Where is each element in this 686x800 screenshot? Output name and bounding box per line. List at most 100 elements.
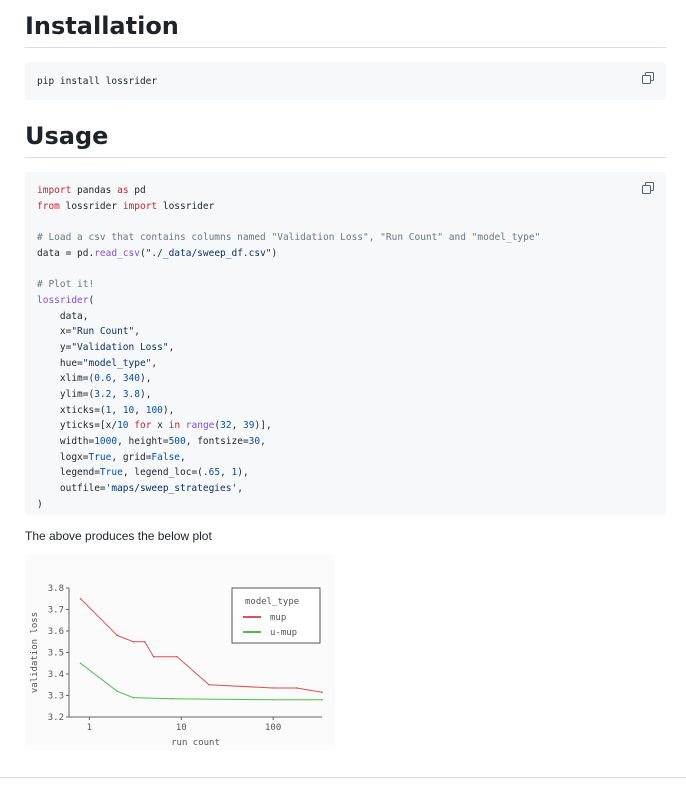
code-token: 65	[208, 467, 221, 479]
y-tick-label: 3.8	[48, 584, 64, 594]
code-token: ,	[260, 436, 266, 447]
code-token: False	[151, 451, 181, 463]
install-code: pip install lossrider	[37, 76, 158, 87]
code-token: ,	[168, 341, 175, 353]
code-token: "Validation Loss"	[71, 341, 169, 353]
legend-label: mup	[270, 613, 286, 623]
usage-code-block: import pandas as pd from lossrider import…	[25, 172, 666, 515]
code-token: xlim=(	[37, 373, 95, 385]
code-token: import	[37, 185, 72, 196]
code-token: 0.6	[94, 373, 112, 385]
code-token: , height=	[117, 436, 169, 447]
loss-plot: 3.2 3.3 3.4 3.5 3.6 3.7 3.8 1 10 100 run count vali…	[25, 555, 335, 750]
code-token: )],	[254, 420, 272, 432]
code-line: data,	[37, 309, 654, 325]
code-token: 500	[168, 436, 186, 447]
code-token: 1000	[94, 436, 118, 447]
code-token: 100	[145, 404, 163, 416]
x-axis-label: run count	[171, 738, 220, 748]
data-point	[152, 656, 155, 658]
code-token: 340	[122, 373, 140, 385]
data-point	[116, 634, 118, 637]
code-token: ,	[134, 404, 146, 416]
code-token: range	[185, 420, 215, 432]
code-line: ylim=(3.2, 3.8),	[37, 387, 654, 403]
data-point	[295, 687, 298, 689]
code-line: yticks=[x/10 for x in range(32, 39)],	[37, 418, 654, 434]
data-point	[79, 597, 82, 600]
code-line: legend=True, legend_loc=(.65, 1),	[37, 465, 654, 481]
code-token: x=	[37, 326, 72, 338]
code-token: "model_type"	[82, 357, 152, 369]
code-token: read_csv	[94, 247, 140, 259]
code-token: hue=	[37, 357, 83, 369]
code-line: # Plot it!	[37, 277, 654, 293]
code-line: xlim=(0.6, 340),	[37, 371, 654, 387]
legend-label: u-mup	[270, 628, 297, 638]
code-token: ,	[111, 388, 123, 400]
code-token: xticks=(	[37, 404, 106, 416]
code-token: yticks=[x/	[37, 420, 118, 432]
series-line-u-mup	[80, 662, 322, 701]
data-point	[176, 656, 178, 658]
y-tick-label: 3.2	[48, 713, 64, 723]
code-token: "./_data/sweep_df.csv"	[145, 247, 272, 259]
code-token: lossrider	[59, 200, 123, 212]
code-token: 32	[220, 420, 232, 432]
x-tick-label: 100	[265, 723, 281, 733]
code-line	[37, 214, 654, 230]
code-token: 10	[117, 420, 129, 432]
code-line: data = pd.read_csv("./_data/sweep_df.csv…	[37, 246, 654, 262]
code-token: ,	[151, 357, 158, 369]
code-token: True	[99, 467, 123, 479]
code-token: lossrider	[37, 294, 89, 306]
code-token: 3.2	[94, 388, 112, 400]
code-token: 10	[122, 404, 135, 416]
data-point	[116, 690, 118, 692]
code-line: hue="model_type",	[37, 356, 654, 372]
data-point	[321, 691, 323, 694]
code-line: y="Validation Loss",	[37, 340, 654, 356]
y-tick-label: 3.4	[48, 670, 64, 680]
code-token: 3.8	[122, 388, 140, 400]
code-token: ylim=(	[37, 388, 95, 400]
install-code-block: pip install lossrider	[25, 62, 666, 100]
legend-box	[231, 587, 321, 644]
code-token: ,	[134, 326, 140, 338]
code-token: ,	[111, 373, 123, 385]
code-line: width=1000, height=500, fontsize=30,	[37, 434, 654, 450]
divider	[25, 157, 666, 158]
copy-icon[interactable]	[642, 72, 654, 84]
code-token: (	[214, 420, 221, 432]
copy-icon[interactable]	[642, 182, 654, 194]
series-line-mup	[80, 598, 323, 693]
plot-caption: The above produces the below plot	[25, 529, 212, 543]
legend-title: model_type	[245, 597, 299, 607]
code-line: lossrider(	[37, 293, 654, 309]
code-token: )	[37, 498, 43, 510]
code-token: data,	[37, 310, 89, 322]
code-token: , grid=	[111, 451, 152, 463]
data-point	[321, 699, 323, 701]
data-point	[208, 683, 210, 686]
code-line	[37, 261, 654, 277]
code-token: ),	[140, 373, 152, 385]
code-token: 30	[248, 436, 261, 447]
code-line: from lossrider import lossrider	[37, 199, 654, 215]
data-point	[272, 699, 274, 701]
x-tick-label: 10	[176, 723, 187, 733]
divider	[0, 777, 686, 778]
code-token: , legend_loc=(.	[122, 467, 209, 479]
code-token: logx=	[37, 451, 89, 463]
code-token: ),	[140, 388, 152, 400]
code-token: ,	[111, 404, 123, 416]
code-token: from	[37, 200, 60, 212]
code-token: ,	[220, 467, 232, 479]
code-line: x="Run Count",	[37, 324, 654, 340]
y-tick-label: 3.7	[48, 606, 64, 616]
code-token: x	[151, 420, 169, 432]
code-line: logx=True, grid=False,	[37, 450, 654, 466]
usage-code: import pandas as pd from lossrider import…	[25, 172, 666, 523]
data-point	[132, 696, 135, 699]
code-line: # Load a csv that contains columns named…	[37, 230, 654, 246]
